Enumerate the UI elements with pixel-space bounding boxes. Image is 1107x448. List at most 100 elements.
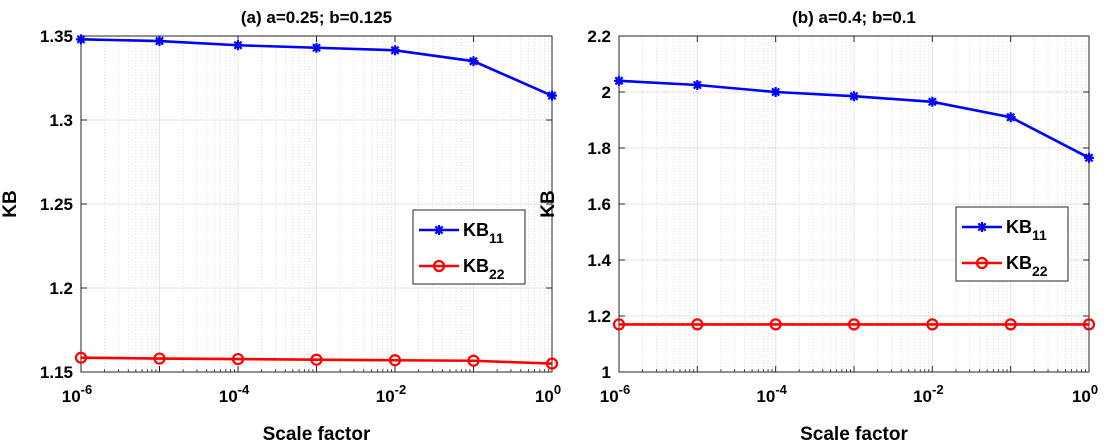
data-point xyxy=(1082,318,1096,331)
y-tick-label: 1.25 xyxy=(40,195,73,214)
x-tick-label-base: 10 xyxy=(1072,387,1091,406)
x-tick-label-base: 10 xyxy=(913,387,932,406)
x-tick-label-base: 10 xyxy=(376,387,395,406)
data-point xyxy=(467,354,480,367)
legend-label-main: KB xyxy=(1006,217,1032,237)
y-tick-label: 2 xyxy=(602,83,611,102)
y-axis-label: KB xyxy=(0,190,21,217)
y-tick-label: 1.2 xyxy=(49,279,73,298)
data-point xyxy=(388,354,402,367)
data-point xyxy=(926,318,939,331)
data-point xyxy=(1084,152,1094,163)
series-kb22 xyxy=(612,318,1096,331)
legend-entry-kb22: KB22 xyxy=(419,256,505,282)
data-point xyxy=(770,87,781,97)
legend-label-main: KB xyxy=(1006,253,1032,273)
data-point xyxy=(310,353,323,366)
legend-label-subscript: 22 xyxy=(489,266,505,282)
y-tick-label: 1 xyxy=(602,363,611,382)
x-tick-label-exponent: -4 xyxy=(238,382,250,397)
x-tick-label-exponent: -2 xyxy=(395,382,407,397)
data-point xyxy=(153,352,166,365)
y-tick-label: 1.6 xyxy=(587,195,611,214)
data-point xyxy=(612,318,626,331)
data-point xyxy=(614,75,624,86)
data-point xyxy=(927,96,938,107)
y-tick-label: 1.2 xyxy=(587,307,611,326)
y-tick-label: 2.2 xyxy=(587,27,611,46)
data-point xyxy=(1004,318,1017,331)
legend-entry-kb22: KB22 xyxy=(962,253,1048,279)
data-point xyxy=(847,318,861,331)
legend-marker xyxy=(977,222,987,232)
y-tick-label: 1.35 xyxy=(40,27,73,46)
data-point xyxy=(233,40,243,51)
x-tick-label: 10-6 xyxy=(62,382,92,406)
x-tick-label-base: 10 xyxy=(219,387,238,406)
x-tick-label-exponent: -4 xyxy=(775,382,787,397)
series-kb22 xyxy=(74,351,559,370)
data-point xyxy=(231,352,245,366)
x-tick-label-base: 10 xyxy=(62,387,81,406)
data-point xyxy=(547,90,557,101)
data-point xyxy=(468,56,479,67)
legend-label-subscript: 11 xyxy=(1032,227,1047,243)
x-tick-label-exponent: 0 xyxy=(1091,382,1098,397)
y-tick-label: 1.8 xyxy=(587,139,611,158)
legend-label-subscript: 11 xyxy=(489,230,504,246)
x-tick-label-base: 10 xyxy=(600,387,619,406)
legend-box xyxy=(955,206,1069,282)
legend-label: KB22 xyxy=(463,256,505,282)
x-axis-label: Scale factor xyxy=(263,424,371,445)
y-tick-label: 1.15 xyxy=(40,363,73,382)
y-tick-label: 1.3 xyxy=(49,111,73,130)
x-tick-label: 10-2 xyxy=(913,382,943,406)
data-point xyxy=(849,91,859,102)
legend-entry-kb11: KB11 xyxy=(962,217,1047,243)
legend-label-main: KB xyxy=(463,220,489,240)
data-point xyxy=(154,36,165,47)
y-tick-label: 1.4 xyxy=(587,251,611,270)
data-point xyxy=(545,357,559,370)
data-point xyxy=(769,318,782,331)
y-axis-label: KB xyxy=(538,190,559,217)
legend-label: KB22 xyxy=(1006,253,1048,279)
x-tick-label: 10-4 xyxy=(219,382,250,406)
legend-marker xyxy=(434,225,444,235)
chart-title: (a) a=0.25; b=0.125 xyxy=(241,8,392,27)
x-tick-label-exponent: -6 xyxy=(81,382,93,397)
x-tick-label: 10-4 xyxy=(756,382,787,406)
data-point xyxy=(1005,112,1016,123)
data-point xyxy=(76,34,86,45)
data-point xyxy=(691,318,704,331)
x-tick-label: 10-2 xyxy=(376,382,406,406)
x-tick-label-base: 10 xyxy=(535,387,554,406)
legend-entry-kb11: KB11 xyxy=(419,220,504,246)
x-tick-label: 100 xyxy=(1072,382,1098,406)
legend-marker xyxy=(975,256,989,270)
legend-label-subscript: 22 xyxy=(1032,263,1048,279)
legend-label: KB11 xyxy=(1006,217,1047,243)
x-tick-label: 10-6 xyxy=(600,382,630,406)
data-point xyxy=(692,80,703,90)
chart-title: (b) a=0.4; b=0.1 xyxy=(792,8,916,27)
data-point xyxy=(390,45,400,56)
legend-marker xyxy=(432,259,446,273)
data-point xyxy=(311,42,322,53)
x-tick-label-base: 10 xyxy=(756,387,775,406)
x-tick-label-exponent: -6 xyxy=(619,382,631,397)
x-tick-label-exponent: -2 xyxy=(932,382,944,397)
legend-label-main: KB xyxy=(463,256,489,276)
data-point xyxy=(74,351,88,364)
x-tick-label-exponent: 0 xyxy=(554,382,561,397)
x-tick-label: 100 xyxy=(535,382,561,406)
series-line xyxy=(80,356,553,365)
legend-label: KB11 xyxy=(463,220,504,246)
series-kb11 xyxy=(76,34,557,101)
x-axis-label: Scale factor xyxy=(800,424,908,445)
